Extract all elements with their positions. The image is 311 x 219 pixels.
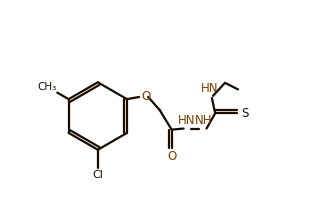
Text: S: S (241, 107, 248, 120)
Text: NH: NH (194, 115, 212, 127)
Text: HN: HN (201, 82, 219, 95)
Text: O: O (141, 90, 150, 104)
Text: Cl: Cl (92, 170, 103, 180)
Text: HN: HN (178, 115, 196, 127)
Text: O: O (167, 150, 176, 163)
Text: CH₃: CH₃ (37, 81, 56, 92)
